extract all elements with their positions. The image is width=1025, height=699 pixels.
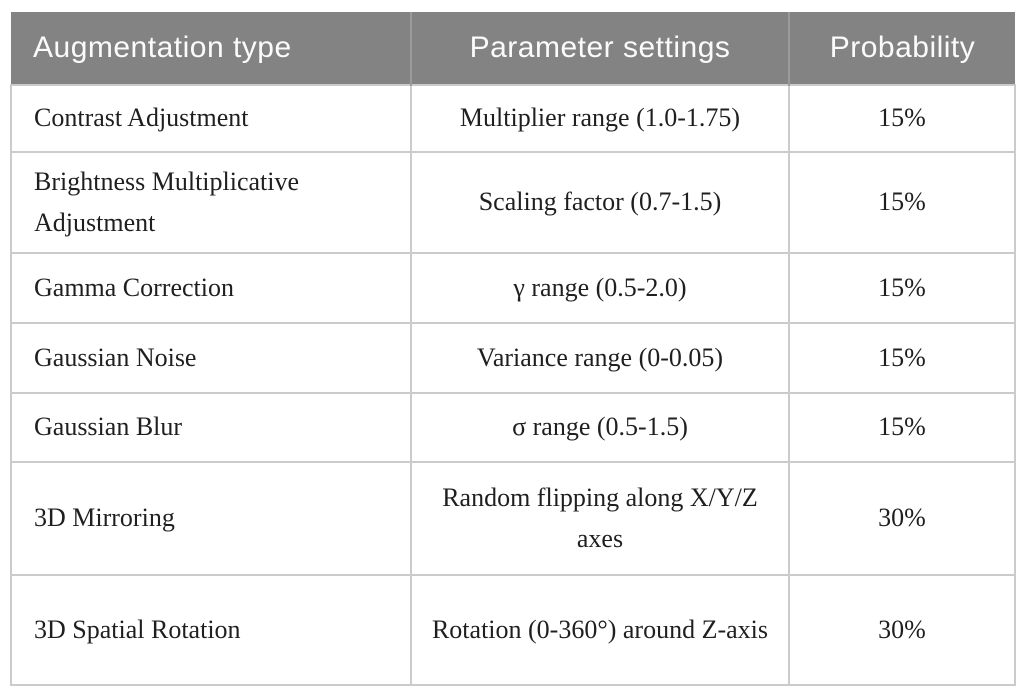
table-row: Contrast Adjustment Multiplier range (1.…: [10, 84, 1016, 153]
cell-augmentation-type: 3D Mirroring: [10, 461, 412, 576]
table-row: Gaussian Noise Variance range (0-0.05) 1…: [10, 322, 1016, 394]
cell-augmentation-type: Gaussian Noise: [10, 322, 412, 394]
table-row: 3D Spatial Rotation Rotation (0-360°) ar…: [10, 574, 1016, 686]
column-header-probability: Probability: [789, 12, 1015, 85]
cell-probability: 30%: [788, 461, 1016, 576]
cell-parameter-settings: Scaling factor (0.7-1.5): [410, 151, 790, 254]
table-row: Brightness Multiplicative Adjustment Sca…: [10, 151, 1016, 254]
cell-parameter-settings: Random flipping along X/Y/Z axes: [410, 461, 790, 576]
cell-probability: 15%: [788, 322, 1016, 394]
cell-augmentation-type: Gaussian Blur: [10, 392, 412, 463]
cell-probability: 15%: [788, 151, 1016, 254]
cell-parameter-settings: Multiplier range (1.0-1.75): [410, 84, 790, 153]
cell-probability: 15%: [788, 84, 1016, 153]
column-header-augmentation-type: Augmentation type: [11, 12, 412, 85]
table-header-row: Augmentation type Parameter settings Pro…: [11, 12, 1015, 85]
column-header-parameter-settings: Parameter settings: [411, 12, 790, 85]
cell-augmentation-type: Gamma Correction: [10, 252, 412, 324]
cell-probability: 15%: [788, 252, 1016, 324]
augmentation-settings-table: Augmentation type Parameter settings Pro…: [10, 12, 1016, 686]
cell-augmentation-type: Contrast Adjustment: [10, 84, 412, 153]
cell-parameter-settings: σ range (0.5-1.5): [410, 392, 790, 463]
cell-augmentation-type: 3D Spatial Rotation: [10, 574, 412, 686]
cell-probability: 30%: [788, 574, 1016, 686]
table-row: 3D Mirroring Random flipping along X/Y/Z…: [10, 461, 1016, 576]
table-row: Gamma Correction γ range (0.5-2.0) 15%: [10, 252, 1016, 324]
table-row: Gaussian Blur σ range (0.5-1.5) 15%: [10, 392, 1016, 463]
cell-parameter-settings: Rotation (0-360°) around Z-axis: [410, 574, 790, 686]
cell-parameter-settings: γ range (0.5-2.0): [410, 252, 790, 324]
cell-augmentation-type: Brightness Multiplicative Adjustment: [10, 151, 412, 254]
cell-probability: 15%: [788, 392, 1016, 463]
cell-parameter-settings: Variance range (0-0.05): [410, 322, 790, 394]
